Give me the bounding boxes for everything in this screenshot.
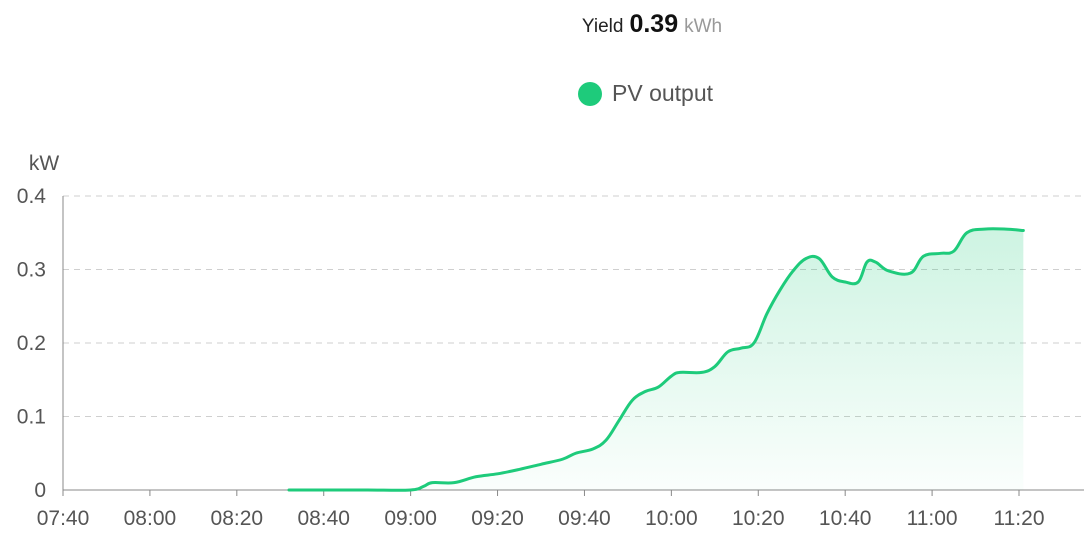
x-tick-label: 08:00 [124,507,177,530]
legend-marker-icon [578,81,602,106]
x-tick-label: 10:00 [645,507,698,530]
x-tick-label: 10:20 [732,507,785,530]
y-axis-unit-label: kW [29,152,60,175]
x-tick-label: 09:40 [558,507,611,530]
x-tick-label: 08:40 [297,507,350,530]
y-tick-label: 0.1 [17,406,46,429]
x-tick-label: 09:00 [384,507,437,530]
yield-value: 0.39 [629,10,679,38]
x-tick-label: 09:20 [471,507,524,530]
yield-unit: kWh [684,16,723,37]
yield-summary: Yield 0.39 kWh [0,10,1084,39]
x-tick-label: 10:40 [819,507,872,530]
legend-label: PV output [612,80,714,106]
x-tick-label: 11:20 [994,507,1045,530]
legend-item-pv-output[interactable]: PV output [578,80,713,107]
x-tick-label: 08:20 [211,507,264,530]
y-tick-label: 0.2 [17,332,46,355]
series-line-pv-output [287,227,1025,492]
yield-label: Yield [581,16,624,37]
series-area-pv-output [288,228,1024,491]
x-tick-label: 11:00 [907,507,958,530]
y-tick-label: 0.4 [17,185,47,208]
x-tick-label: 07:40 [37,507,90,530]
y-tick-label: 0.3 [17,259,46,282]
y-tick-label: 0 [34,479,46,502]
